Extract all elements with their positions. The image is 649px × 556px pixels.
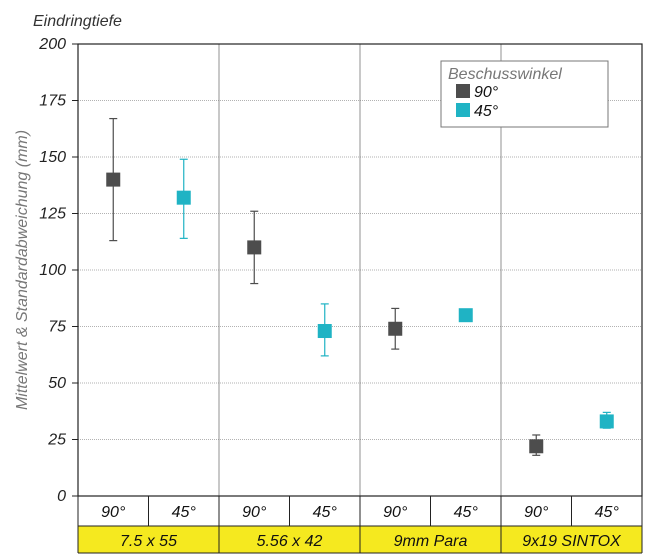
marker-series-45: [599, 414, 614, 429]
y-tick-label: 75: [48, 319, 66, 336]
sub-label: 45°: [313, 504, 338, 521]
marker-series-90: [106, 172, 121, 187]
y-tick-label: 200: [38, 36, 66, 53]
marker-series-90: [247, 240, 262, 255]
legend-swatch-45: [456, 103, 470, 117]
marker-series-90: [529, 439, 544, 454]
data-markers: [106, 117, 614, 456]
y-tick-label: 25: [47, 432, 66, 449]
chart-title: Eindringtiefe: [33, 13, 122, 30]
y-tick-label: 125: [39, 206, 66, 223]
sub-label: 90°: [101, 504, 126, 521]
sub-label: 45°: [172, 504, 197, 521]
marker-series-45: [176, 190, 191, 205]
legend-label-45: 45°: [474, 103, 499, 120]
category-label: 5.56 x 42: [257, 533, 323, 550]
sub-label: 90°: [383, 504, 408, 521]
category-table: 90° 45° 90° 45° 90° 45° 90° 45° 7.5 x 55 5.56 x 4…: [77, 496, 643, 554]
legend-title: Beschusswinkel: [448, 66, 562, 83]
marker-series-90: [388, 321, 403, 336]
sub-label: 45°: [595, 504, 620, 521]
legend-label-90: 90°: [474, 84, 499, 101]
legend-swatch-90: [456, 84, 470, 98]
category-label: 9mm Para: [394, 533, 468, 550]
marker-series-45: [317, 324, 332, 339]
y-tick-labels: 0 25 50 75 100 125 150 175 200: [38, 36, 78, 505]
category-label: 9x19 SINTOX: [522, 533, 622, 550]
y-axis-label: Mittelwert & Standardabweichung (mm): [14, 130, 31, 410]
marker-series-45: [458, 308, 473, 323]
y-tick-label: 175: [39, 93, 66, 110]
sub-label: 90°: [242, 504, 267, 521]
category-label: 7.5 x 55: [120, 533, 177, 550]
y-tick-label: 100: [39, 262, 66, 279]
sub-label: 90°: [524, 504, 549, 521]
y-tick-label: 0: [57, 488, 66, 505]
sub-label: 45°: [454, 504, 479, 521]
legend: Beschusswinkel 90° 45°: [440, 60, 609, 128]
y-tick-label: 150: [39, 149, 66, 166]
y-tick-label: 50: [48, 375, 66, 392]
